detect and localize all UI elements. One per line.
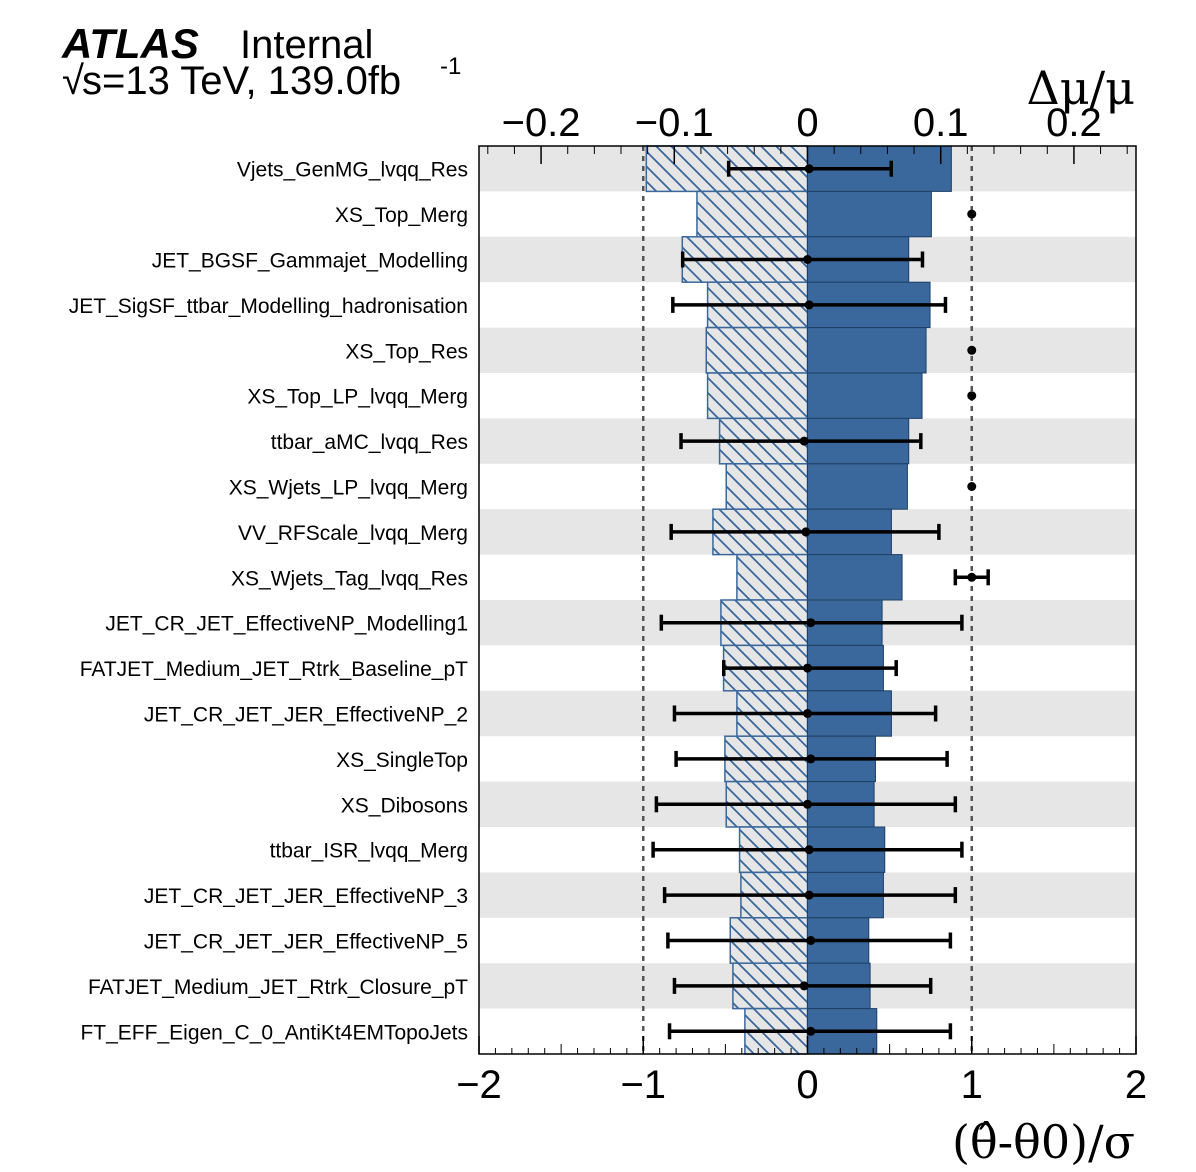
atlas-label: ATLAS [61, 20, 199, 67]
pull-point [803, 663, 812, 673]
impact-bar-up [807, 190, 932, 238]
category-label: JET_SigSF_ttbar_Modelling_hadronisation [69, 295, 468, 318]
pull-point [804, 164, 814, 174]
category-label: JET_CR_JET_JER_EffectiveNP_5 [144, 931, 468, 954]
impact-bar-down [736, 553, 809, 601]
pull-point [806, 936, 816, 945]
pull-points [651, 160, 990, 1040]
pull-point [967, 345, 977, 355]
sigma-lines [642, 146, 973, 1054]
category-label: ttbar_aMC_lvqq_Res [271, 431, 468, 454]
x-tick-label: 1 [961, 1063, 983, 1107]
category-label: JET_CR_JET_EffectiveNP_Modelling1 [105, 613, 468, 636]
category-label: VV_RFScale_lvqq_Merg [238, 522, 468, 545]
energy-lumi-label: s=13 TeV, 139.0fb [82, 59, 401, 103]
category-label: XS_Wjets_LP_lvqq_Merg [229, 477, 468, 500]
category-label: FATJET_Medium_JET_Rtrk_Closure_pT [88, 976, 468, 999]
pull-point [967, 482, 977, 491]
category-label: XS_Top_Res [345, 340, 468, 363]
x-tick-label: −2 [456, 1063, 502, 1107]
x2-tick-label: 0 [796, 101, 818, 145]
x-axis-title: (θ̂-θ0)/σ [952, 1115, 1135, 1169]
pull-point [967, 391, 977, 401]
x-tick-label: 0 [796, 1063, 818, 1107]
pull-point [806, 1026, 816, 1036]
x2-tick-label: −0.2 [502, 101, 581, 145]
category-label: XS_Top_LP_lvqq_Merg [247, 386, 468, 409]
impact-bar-up [807, 463, 908, 510]
pull-point [801, 527, 811, 537]
pull-point [806, 618, 816, 628]
pull-point [799, 436, 809, 446]
pull-point [799, 981, 809, 991]
category-labels: Vjets_GenMG_lvqq_Res XS_Top_Merg JET_BGSF_… [69, 159, 468, 1045]
pull-point [967, 209, 977, 219]
pull-point [803, 709, 812, 718]
category-label: FATJET_Medium_JET_Rtrk_Baseline_pT [80, 658, 468, 681]
x-tick-label: 2 [1125, 1063, 1147, 1107]
category-label: JET_BGSF_Gammajet_Modelling [152, 250, 468, 273]
axes: −2 −1 0 1 2 −0.2 −0.1 0 0.1 0.2 [456, 101, 1147, 1107]
x-tick-label: −1 [620, 1063, 666, 1107]
sqrt-sign: √ [62, 59, 84, 103]
status-label: Internal [240, 23, 373, 67]
category-label: JET_CR_JET_JER_EffectiveNP_2 [144, 704, 468, 727]
pull-point [806, 754, 816, 764]
category-label: JET_CR_JET_JER_EffectiveNP_3 [144, 885, 468, 908]
impact-bar-down [705, 326, 809, 374]
x2-tick-label: 0.1 [913, 101, 969, 145]
pull-point [804, 845, 814, 855]
category-label: ttbar_ISR_lvqq_Merg [270, 840, 468, 863]
impact-bar-down [706, 372, 809, 420]
pull-point [804, 300, 814, 310]
pull-point [803, 255, 812, 264]
category-label: Vjets_GenMG_lvqq_Res [237, 159, 468, 182]
lumi-exponent: -1 [440, 53, 461, 80]
category-label: XS_SingleTop [336, 749, 468, 772]
category-label: XS_Dibosons [341, 794, 468, 817]
impact-bar-up [807, 554, 903, 601]
category-label: FT_EFF_Eigen_C_0_AntiKt4EMTopoJets [80, 1021, 468, 1044]
category-label: XS_Top_Merg [335, 204, 468, 227]
pull-point [967, 572, 977, 582]
category-label: XS_Wjets_Tag_lvqq_Res [231, 567, 468, 590]
x2-tick-label: 0.2 [1046, 101, 1102, 145]
pull-point [804, 890, 814, 900]
impact-bar-up [807, 372, 923, 419]
impact-bar-up [807, 327, 927, 374]
impact-bar-down [696, 190, 809, 238]
pull-point [803, 799, 812, 809]
x2-axis-title: Δμ/μ [1026, 61, 1135, 115]
impact-bar-down [725, 463, 809, 510]
x2-tick-label: −0.1 [635, 101, 714, 145]
